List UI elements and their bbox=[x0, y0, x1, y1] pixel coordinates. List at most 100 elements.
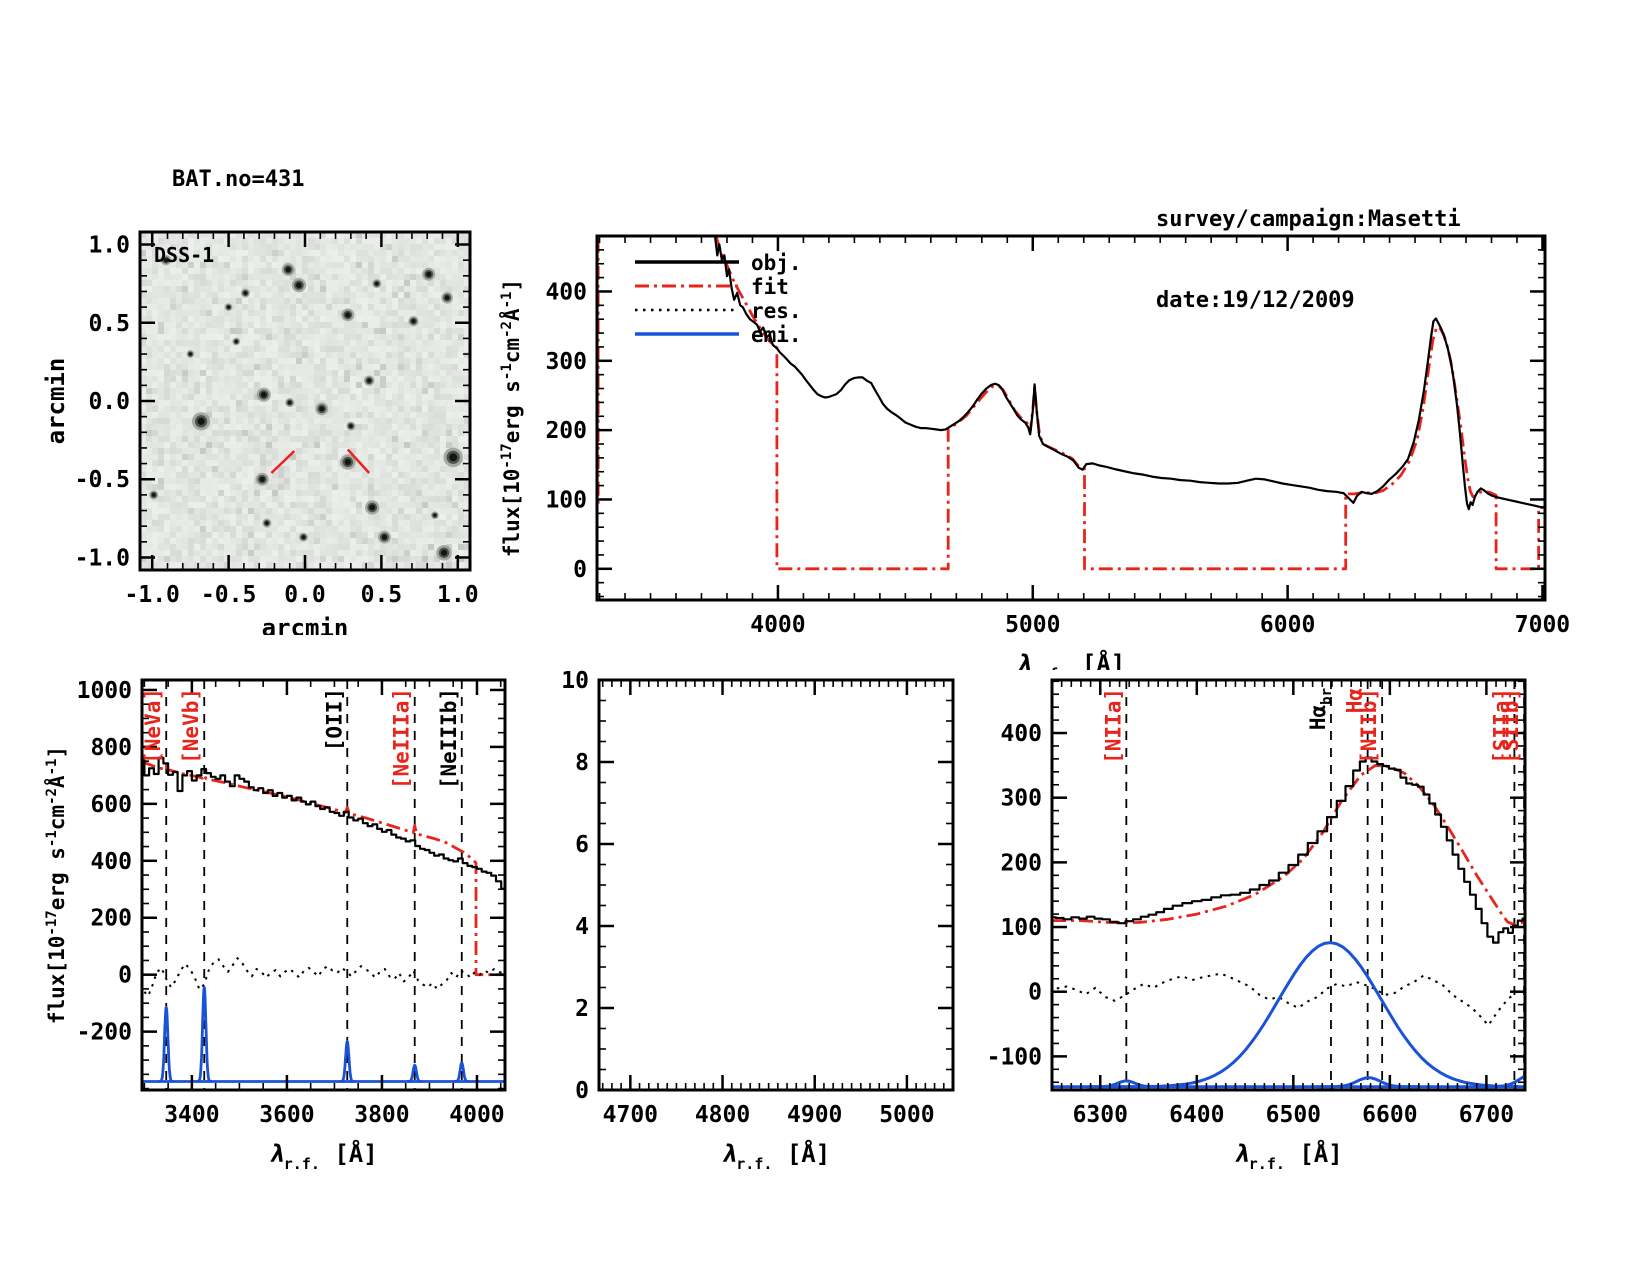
dss-xaxis-label: arcmin bbox=[262, 614, 349, 635]
svg-text:6400: 6400 bbox=[1169, 1102, 1224, 1128]
svg-text:7000: 7000 bbox=[1515, 612, 1570, 638]
mid-chart-svg: 4700 4800 4900 5000 0 2 4 6 8 10 λr.f. [Å] bbox=[561, 668, 955, 1173]
marker-label-[NeVb]: [NeVb] bbox=[179, 688, 203, 764]
series-obj bbox=[142, 756, 504, 890]
marker-label-[NeVa]: [NeVa] bbox=[141, 688, 165, 764]
blue-chart-svg: 3400 3600 3800 4000 -200 0 200 400 600 800 1000 [Ne… bbox=[44, 678, 507, 1173]
dss-image-panel: -1.0 -0.5 0.0 0.5 1.0 -1.0 -0.5 0.0 0.5 1.0 DSS-1 a… bbox=[30, 225, 500, 642]
svg-text:8: 8 bbox=[575, 750, 589, 776]
svg-text:200: 200 bbox=[545, 418, 587, 444]
marker-label-[SIIa]: [SIIa] bbox=[1489, 688, 1513, 764]
svg-text:6300: 6300 bbox=[1073, 1102, 1128, 1128]
blue-xaxis-label: λr.f. [Å] bbox=[269, 1139, 377, 1173]
svg-text:6500: 6500 bbox=[1266, 1102, 1321, 1128]
svg-text:6000: 6000 bbox=[1260, 612, 1315, 638]
full-spectrum-panel: 4000 5000 6000 7000 0 100 200 300 400 obj. fit res.… bbox=[480, 150, 1650, 683]
marker-label-[NeIIIb]: [NeIIIb] bbox=[437, 688, 461, 789]
main-series bbox=[597, 236, 1545, 571]
svg-text:0.0: 0.0 bbox=[88, 389, 130, 415]
svg-text:100: 100 bbox=[1000, 915, 1042, 941]
dss-image bbox=[140, 232, 470, 570]
svg-text:4900: 4900 bbox=[787, 1102, 842, 1128]
svg-text:400: 400 bbox=[545, 279, 587, 305]
blue-yaxis-label: flux[10-17erg s-1cm-2Å-1] bbox=[44, 746, 69, 1024]
series-obj bbox=[1052, 756, 1525, 944]
halpha-chart-svg: 6300 6400 6500 6600 6700 -100 0 100 200 300 400 [NI… bbox=[987, 678, 1527, 1173]
marker-label-Hα: Hαbr bbox=[1306, 688, 1335, 730]
svg-text:4: 4 bbox=[575, 914, 589, 940]
svg-text:-100: -100 bbox=[987, 1044, 1042, 1070]
hbeta-region-panel: 4700 4800 4900 5000 0 2 4 6 8 10 λr.f. [Å] bbox=[560, 655, 1020, 1175]
dss-yaxis-label: arcmin bbox=[42, 358, 70, 445]
svg-text:3400: 3400 bbox=[164, 1102, 219, 1128]
marker-label-[NIIa]: [NIIa] bbox=[1101, 688, 1125, 764]
series-fit bbox=[142, 760, 504, 977]
mid-x-tick-labels: 4700 4800 4900 5000 bbox=[603, 1102, 935, 1128]
survey-info-block: survey/campaign:Masetti date:19/12/2009 bbox=[1156, 152, 1461, 368]
target-marker-lines bbox=[270, 448, 371, 474]
blue-y-tick-labels: -200 0 200 400 600 800 1000 bbox=[77, 678, 132, 1046]
observation-date: date:19/12/2009 bbox=[1156, 288, 1355, 313]
svg-text:200: 200 bbox=[90, 906, 132, 932]
svg-text:0: 0 bbox=[575, 1078, 589, 1104]
blue-line-markers bbox=[165, 680, 463, 1090]
series-obj bbox=[713, 236, 1545, 511]
series-emi bbox=[406, 1063, 424, 1083]
marker-label-[NeIIIa]: [NeIIIa] bbox=[390, 688, 414, 789]
svg-text:2: 2 bbox=[575, 996, 589, 1022]
halpha-series bbox=[1052, 756, 1525, 1089]
svg-text:5000: 5000 bbox=[879, 1102, 934, 1128]
svg-text:1000: 1000 bbox=[77, 678, 132, 704]
series-fit bbox=[1052, 764, 1525, 927]
svg-text:300: 300 bbox=[1000, 786, 1042, 812]
halpha-xaxis-label: λr.f. [Å] bbox=[1234, 1139, 1342, 1173]
mid-xaxis-label: λr.f. [Å] bbox=[722, 1139, 830, 1173]
blue-x-tick-labels: 3400 3600 3800 4000 bbox=[164, 1102, 504, 1128]
svg-text:600: 600 bbox=[90, 792, 132, 818]
svg-text:400: 400 bbox=[1000, 721, 1042, 747]
marker-label-[NIIb]: [NIIb] bbox=[1357, 688, 1381, 764]
series-emi bbox=[157, 1006, 175, 1083]
svg-text:1.0: 1.0 bbox=[437, 582, 479, 608]
dss-x-tick-labels: -1.0 -0.5 0.0 0.5 1.0 bbox=[125, 582, 479, 608]
halpha-x-tick-labels: 6300 6400 6500 6600 6700 bbox=[1073, 1102, 1515, 1128]
svg-text:10: 10 bbox=[561, 668, 589, 694]
svg-text:-1.0: -1.0 bbox=[75, 545, 130, 571]
halpha-axes bbox=[1050, 678, 1527, 1092]
main-x-tick-labels: 4000 5000 6000 7000 bbox=[750, 612, 1570, 638]
svg-text:4800: 4800 bbox=[695, 1102, 750, 1128]
svg-text:4000: 4000 bbox=[750, 612, 805, 638]
dss-y-tick-labels: -1.0 -0.5 0.0 0.5 1.0 bbox=[75, 233, 130, 572]
svg-text:-0.5: -0.5 bbox=[201, 582, 256, 608]
svg-text:100: 100 bbox=[545, 487, 587, 513]
svg-text:6600: 6600 bbox=[1362, 1102, 1417, 1128]
dss-axes bbox=[138, 230, 472, 572]
svg-text:4700: 4700 bbox=[603, 1102, 658, 1128]
svg-text:3600: 3600 bbox=[259, 1102, 314, 1128]
svg-text:300: 300 bbox=[545, 349, 587, 375]
dss-survey-label: DSS-1 bbox=[154, 243, 214, 267]
blue-series bbox=[142, 756, 505, 1083]
svg-text:0.5: 0.5 bbox=[88, 311, 130, 337]
series-res bbox=[1056, 972, 1519, 1027]
mid-y-tick-labels: 0 2 4 6 8 10 bbox=[561, 668, 589, 1104]
marker-label-[OII]: [OII] bbox=[322, 688, 346, 751]
dss-svg: -1.0 -0.5 0.0 0.5 1.0 -1.0 -0.5 0.0 0.5 1.0 DSS-1 a… bbox=[42, 230, 479, 642]
svg-text:3800: 3800 bbox=[354, 1102, 409, 1128]
blue-axes bbox=[140, 678, 507, 1092]
halpha-y-tick-labels: -100 0 100 200 300 400 bbox=[987, 721, 1042, 1070]
mid-axes bbox=[597, 678, 955, 1092]
marker-label-[SIIb]: [SIIb] bbox=[1499, 688, 1523, 764]
series-emi bbox=[1475, 1075, 1525, 1089]
legend-label-emi.: emi. bbox=[751, 323, 802, 347]
svg-text:800: 800 bbox=[90, 735, 132, 761]
series-emi bbox=[338, 1040, 356, 1083]
series-res bbox=[143, 957, 504, 997]
series-fit bbox=[714, 236, 1545, 571]
survey-campaign: survey/campaign:Masetti bbox=[1156, 207, 1461, 232]
halpha-line-markers bbox=[1125, 680, 1525, 1090]
halpha-region-panel: 6300 6400 6500 6600 6700 -100 0 100 200 300 400 [NI… bbox=[960, 655, 1580, 1175]
main-yaxis-label: flux[10-17erg s-1cm-2Å-1] bbox=[499, 279, 524, 557]
svg-text:0.0: 0.0 bbox=[284, 582, 326, 608]
